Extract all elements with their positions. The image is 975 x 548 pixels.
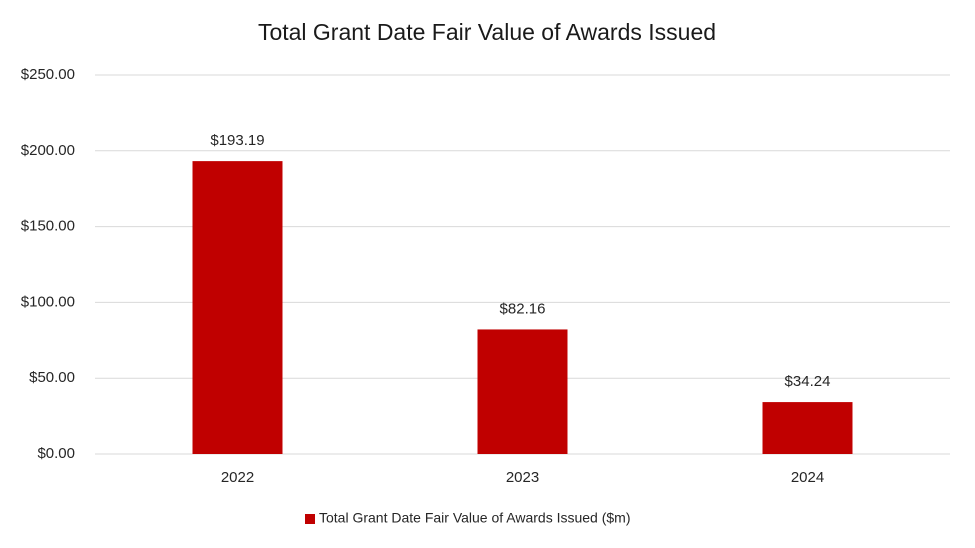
data-label: $82.16 bbox=[500, 300, 546, 317]
x-tick-label: 2024 bbox=[791, 469, 824, 486]
y-tick-label: $50.00 bbox=[29, 369, 75, 386]
data-label: $193.19 bbox=[210, 132, 264, 149]
y-tick-label: $250.00 bbox=[21, 66, 75, 83]
bar bbox=[192, 161, 283, 454]
data-label: $34.24 bbox=[785, 373, 831, 390]
y-tick-label: $200.00 bbox=[21, 142, 75, 159]
x-tick-label: 2022 bbox=[221, 469, 254, 486]
y-tick-label: $100.00 bbox=[21, 293, 75, 310]
legend-label: Total Grant Date Fair Value of Awards Is… bbox=[319, 510, 631, 526]
bar bbox=[477, 329, 568, 454]
chart-title: Total Grant Date Fair Value of Awards Is… bbox=[258, 19, 716, 45]
bar bbox=[762, 402, 853, 454]
legend-swatch bbox=[305, 514, 315, 524]
y-tick-label: $150.00 bbox=[21, 218, 75, 235]
x-tick-label: 2023 bbox=[506, 469, 539, 486]
y-tick-label: $0.00 bbox=[37, 445, 75, 462]
